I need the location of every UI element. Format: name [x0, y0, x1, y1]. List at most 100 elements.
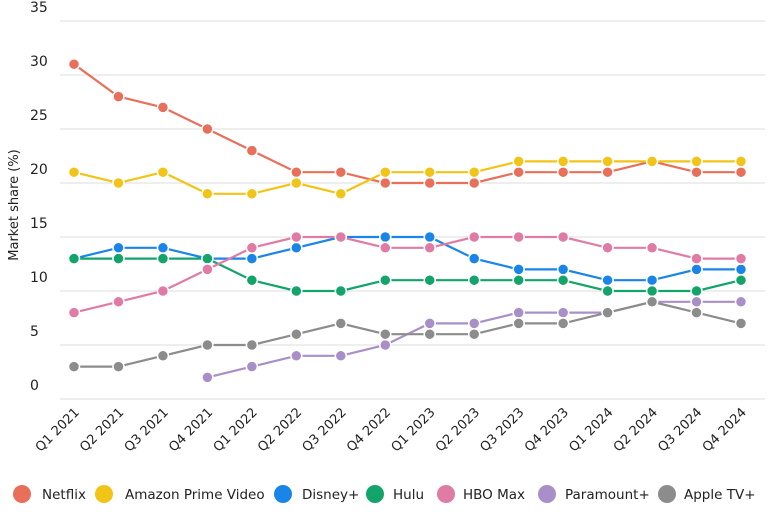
- data-point: [201, 263, 214, 276]
- x-tick-label: Q1 2022: [211, 405, 261, 455]
- x-tick-label: Q1 2021: [33, 405, 83, 455]
- legend-swatch: [366, 485, 384, 503]
- data-point: [423, 230, 436, 244]
- legend-swatch: [95, 485, 113, 503]
- gridlines: [60, 20, 765, 400]
- data-point: [334, 187, 348, 201]
- x-tick-label: Q2 2024: [611, 405, 661, 455]
- data-point: [423, 165, 436, 179]
- legend-label: Paramount+: [565, 487, 650, 503]
- x-tick-label: Q4 2023: [522, 405, 572, 455]
- data-point: [334, 230, 348, 244]
- data-point: [201, 338, 214, 352]
- data-point: [734, 155, 748, 168]
- legend-item: Paramount+: [538, 485, 650, 503]
- data-point: [423, 327, 436, 341]
- y-tick-label: 30: [30, 54, 48, 70]
- data-point: [245, 187, 259, 201]
- x-tick-label: Q2 2022: [255, 405, 305, 455]
- legend-item: HBO Max: [437, 485, 525, 503]
- data-point: [290, 349, 303, 363]
- series-netflix: [67, 57, 748, 190]
- data-point: [379, 273, 392, 287]
- legend-item: Disney+: [274, 485, 359, 503]
- series-line: [73, 235, 741, 282]
- series-line: [73, 63, 741, 185]
- data-point: [112, 252, 125, 265]
- data-point: [334, 349, 348, 363]
- data-point: [290, 165, 303, 179]
- data-point: [379, 165, 392, 179]
- data-point: [734, 317, 748, 330]
- data-point: [67, 252, 81, 265]
- legend-item: Amazon Prime Video: [95, 485, 265, 503]
- data-point: [734, 252, 748, 265]
- data-point: [156, 252, 170, 265]
- data-point: [556, 230, 570, 244]
- data-point: [379, 338, 392, 352]
- x-tick-label: Q3 2021: [122, 405, 172, 455]
- data-point: [556, 273, 570, 287]
- data-point: [67, 360, 81, 373]
- data-point: [512, 230, 525, 244]
- data-point: [556, 155, 570, 168]
- data-point: [290, 284, 303, 298]
- data-point: [601, 155, 614, 168]
- data-point: [201, 252, 214, 265]
- data-point: [290, 241, 303, 255]
- x-tick-label: Q1 2024: [566, 405, 616, 455]
- x-tick-label: Q4 2022: [344, 405, 394, 455]
- data-point: [112, 90, 125, 103]
- y-tick-label: 25: [30, 108, 48, 124]
- data-point: [512, 263, 525, 276]
- data-point: [67, 306, 81, 319]
- x-tick-label: Q2 2021: [77, 405, 127, 455]
- data-point: [512, 273, 525, 287]
- data-point: [690, 295, 703, 309]
- data-point: [67, 165, 81, 179]
- legend-label: Hulu: [393, 487, 424, 503]
- legend-swatch: [274, 485, 292, 503]
- data-point: [156, 349, 170, 363]
- data-point: [734, 273, 748, 287]
- data-point: [645, 284, 659, 298]
- legend-label: Netflix: [42, 487, 86, 503]
- data-point: [379, 327, 392, 341]
- data-point: [734, 263, 748, 276]
- data-point: [334, 284, 348, 298]
- series-line: [73, 160, 741, 195]
- y-tick-label: 0: [30, 378, 39, 394]
- data-point: [601, 165, 614, 179]
- data-point: [245, 241, 259, 255]
- data-point: [467, 317, 481, 330]
- data-point: [556, 263, 570, 276]
- series-amazon-prime-video: [67, 155, 748, 201]
- data-point: [379, 230, 392, 244]
- data-point: [467, 327, 481, 341]
- data-point: [112, 360, 125, 373]
- x-tick-label: Q3 2022: [300, 405, 350, 455]
- data-point: [512, 165, 525, 179]
- series-lines: [67, 57, 748, 384]
- data-point: [467, 273, 481, 287]
- data-point: [601, 273, 614, 287]
- data-point: [601, 284, 614, 298]
- data-point: [512, 306, 525, 319]
- y-tick-label: 20: [30, 162, 48, 178]
- legend-swatch: [437, 485, 455, 503]
- data-point: [467, 252, 481, 265]
- legend-swatch: [538, 485, 556, 503]
- data-point: [556, 165, 570, 179]
- data-point: [512, 317, 525, 330]
- legend-swatch: [13, 485, 31, 503]
- data-point: [690, 252, 703, 265]
- data-point: [423, 241, 436, 255]
- data-point: [112, 241, 125, 255]
- data-point: [734, 295, 748, 309]
- series-apple-tv-: [67, 295, 748, 373]
- data-point: [645, 295, 659, 309]
- y-axis-ticks: 0 5 10 15 20 25 30 35: [30, 0, 48, 394]
- data-point: [156, 284, 170, 298]
- data-point: [467, 165, 481, 179]
- data-point: [201, 371, 214, 384]
